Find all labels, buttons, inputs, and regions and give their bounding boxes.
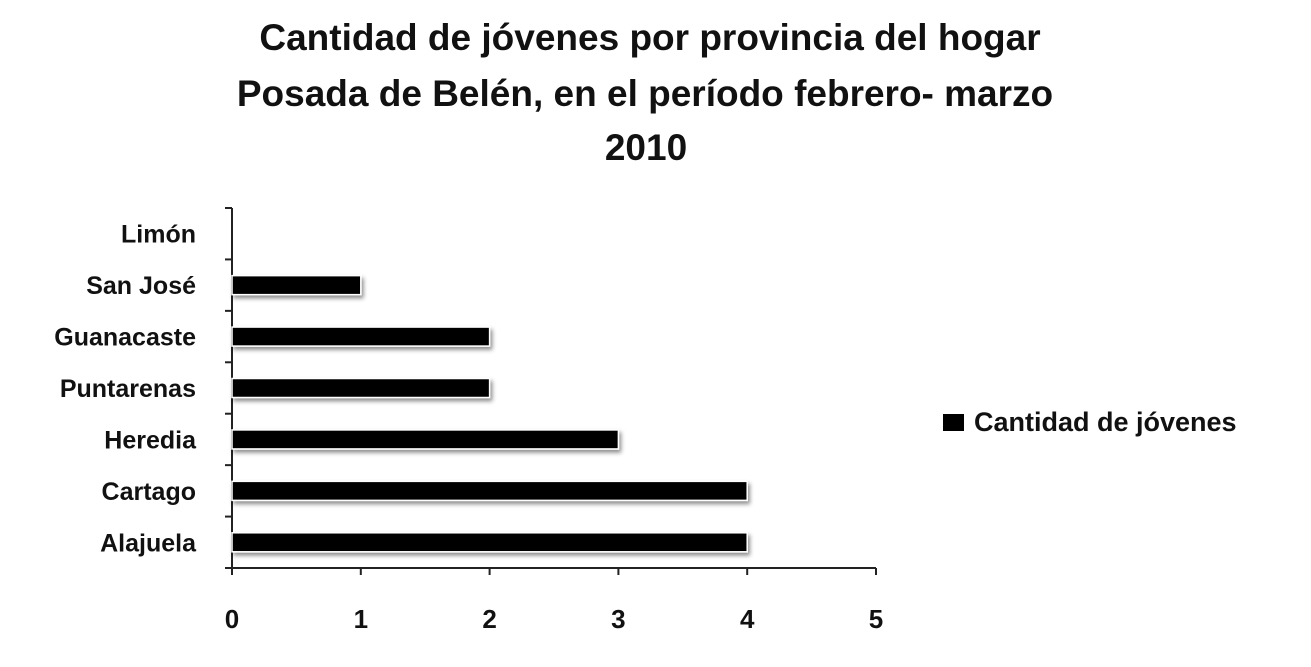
chart-title: Cantidad de jóvenes por provincia del ho… (237, 17, 1053, 168)
y-tick-label: Limón (121, 221, 196, 249)
legend-swatch (943, 414, 964, 431)
chart-title-line-3: 2010 (605, 127, 687, 168)
y-tick-label: San José (86, 272, 196, 300)
x-tick-label: 3 (611, 604, 625, 634)
x-tick-label: 1 (354, 604, 368, 634)
y-tick-label: Heredia (104, 426, 197, 454)
bar (231, 532, 748, 553)
plot-area: 0 1 2 3 4 5 Alajuela Cartago Heredia Puntarenas Gu… (54, 207, 883, 634)
bar (231, 274, 362, 296)
chart-title-line-1: Cantidad de jóvenes por provincia del ho… (259, 17, 1040, 58)
x-tick-label: 2 (482, 604, 496, 634)
x-tick-label: 0 (225, 604, 239, 634)
bar (231, 480, 748, 502)
y-tick-label: Alajuela (100, 529, 197, 557)
bar (231, 326, 491, 347)
bar (231, 377, 491, 399)
y-tick-label: Cartago (102, 478, 196, 506)
y-tick-label: Puntarenas (60, 375, 196, 403)
legend: Cantidad de jóvenes (943, 407, 1237, 437)
x-tick-label: 5 (869, 604, 883, 634)
legend-label: Cantidad de jóvenes (974, 407, 1237, 437)
bar (231, 429, 620, 450)
x-tick-label: 4 (740, 604, 755, 634)
y-tick-label: Guanacaste (54, 324, 196, 352)
chart-title-line-2: Posada de Belén, en el período febrero- … (237, 73, 1053, 114)
